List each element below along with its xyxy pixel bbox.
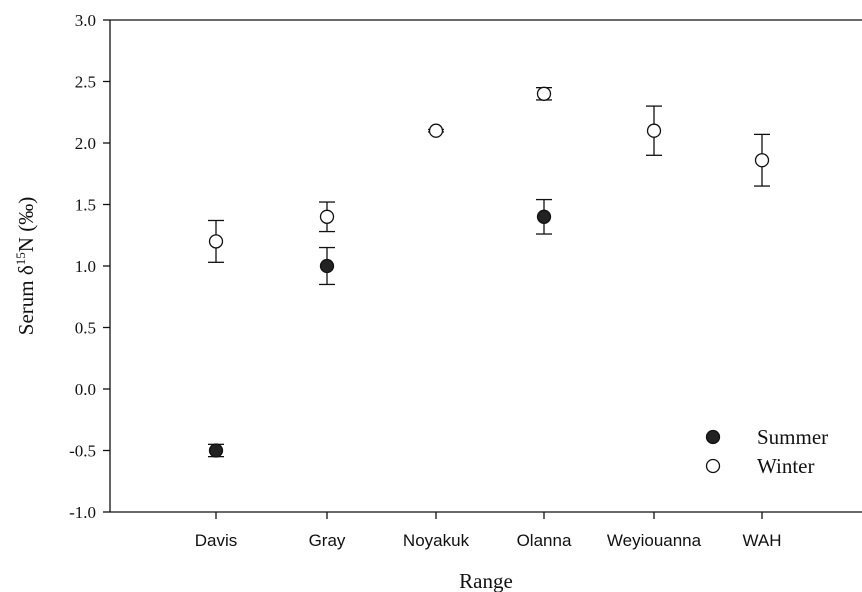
axes: [109, 19, 862, 513]
legend-marker-winter: [705, 458, 721, 474]
x-tick-label-noyakuk: Noyakuk: [403, 531, 470, 550]
legend-marker-summer: [705, 429, 721, 445]
point-summer-davis: [208, 443, 224, 458]
y-tick-label: 1.5: [75, 196, 96, 215]
x-tick-label-davis: Davis: [195, 531, 238, 550]
y-axis-ticks: 3.0 2.5 2.0 1.5 1.0 0.5 0.0 -0.5 -1.0: [69, 11, 110, 522]
y-axis-label-suffix: N (‰): [14, 197, 38, 252]
error-bars: [208, 87, 770, 458]
point-summer-olanna: [536, 209, 552, 224]
y-tick-label: 0.5: [75, 319, 96, 338]
x-tick-label-gray: Gray: [309, 531, 346, 550]
data-points: [208, 86, 770, 458]
x-tick-label-wah: WAH: [742, 531, 781, 550]
x-axis-label: Range: [459, 569, 513, 592]
y-axis-label-superscript: 15: [13, 252, 28, 265]
y-tick-label: 3.0: [75, 11, 96, 30]
x-tick-label-weyiouanna: Weyiouanna: [607, 531, 702, 550]
point-winter-noyakuk: [428, 123, 444, 138]
legend-label-summer: Summer: [757, 425, 828, 449]
point-winter-weyiouanna: [646, 123, 662, 138]
point-winter-davis: [208, 234, 224, 249]
point-winter-wah: [754, 153, 770, 168]
legend-label-winter: Winter: [757, 454, 814, 478]
y-axis-label-prefix: Serum δ: [14, 265, 38, 335]
x-tick-label-olanna: Olanna: [517, 531, 572, 550]
point-winter-olanna: [536, 86, 552, 101]
legend: Summer Winter: [705, 425, 828, 478]
y-tick-label: 0.0: [75, 380, 96, 399]
x-axis-ticks: Davis Gray Noyakuk Olanna Weyiouanna WAH: [195, 512, 782, 550]
point-summer-gray: [319, 258, 335, 274]
point-winter-gray: [319, 209, 335, 224]
y-tick-label: -1.0: [69, 503, 96, 522]
y-tick-label: 2.5: [75, 73, 96, 92]
y-tick-label: -0.5: [69, 442, 96, 461]
y-tick-label: 1.0: [75, 257, 96, 276]
y-axis-label: Serum δ15N (‰): [13, 197, 38, 335]
y-tick-label: 2.0: [75, 134, 96, 153]
